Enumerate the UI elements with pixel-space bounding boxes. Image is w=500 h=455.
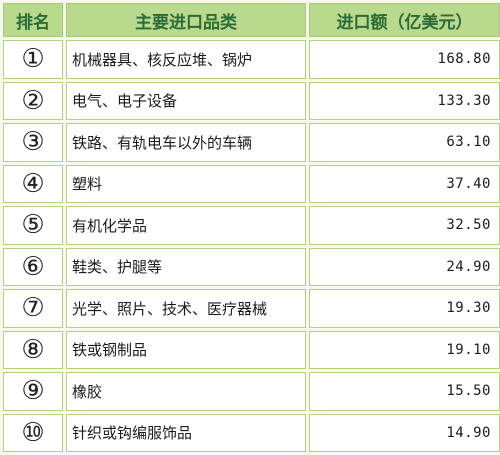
rank-cell: ⑨	[3, 372, 63, 411]
category-cell: 鞋类、护腿等	[66, 247, 306, 286]
category-cell: 机械器具、核反应堆、锅炉	[66, 40, 306, 79]
rank-cell: ⑩	[3, 413, 63, 452]
category-cell: 塑料	[66, 164, 306, 203]
rank-cell: ③	[3, 123, 63, 162]
table-row: ⑨ 橡胶 15.50	[3, 372, 500, 411]
category-cell: 有机化学品	[66, 206, 306, 245]
header-value: 进口额（亿美元）	[309, 3, 500, 37]
rank-cell: ①	[3, 40, 63, 79]
table-row: ⑤ 有机化学品 32.50	[3, 206, 500, 245]
rank-cell: ②	[3, 81, 63, 120]
category-cell: 针织或钩编服饰品	[66, 413, 306, 452]
value-cell: 32.50	[309, 206, 500, 245]
value-cell: 133.30	[309, 81, 500, 120]
table-body: ① 机械器具、核反应堆、锅炉 168.80 ② 电气、电子设备 133.30 ③…	[3, 40, 500, 452]
value-cell: 24.90	[309, 247, 500, 286]
table-row: ④ 塑料 37.40	[3, 164, 500, 203]
table-row: ⑥ 鞋类、护腿等 24.90	[3, 247, 500, 286]
value-cell: 63.10	[309, 123, 500, 162]
category-cell: 铁路、有轨电车以外的车辆	[66, 123, 306, 162]
value-cell: 19.10	[309, 330, 500, 369]
table-row: ① 机械器具、核反应堆、锅炉 168.80	[3, 40, 500, 79]
value-cell: 15.50	[309, 372, 500, 411]
header-rank: 排名	[3, 3, 63, 37]
header-row: 排名 主要进口品类 进口额（亿美元）	[3, 3, 500, 37]
table-header: 排名 主要进口品类 进口额（亿美元）	[3, 3, 500, 37]
value-cell: 19.30	[309, 289, 500, 328]
table-row: ⑦ 光学、照片、技术、医疗器械 19.30	[3, 289, 500, 328]
table-row: ⑩ 针织或钩编服饰品 14.90	[3, 413, 500, 452]
header-category: 主要进口品类	[66, 3, 306, 37]
category-cell: 铁或钢制品	[66, 330, 306, 369]
table-row: ② 电气、电子设备 133.30	[3, 81, 500, 120]
category-cell: 光学、照片、技术、医疗器械	[66, 289, 306, 328]
rank-cell: ⑤	[3, 206, 63, 245]
rank-cell: ⑥	[3, 247, 63, 286]
table-row: ③ 铁路、有轨电车以外的车辆 63.10	[3, 123, 500, 162]
rank-cell: ⑦	[3, 289, 63, 328]
rank-cell: ④	[3, 164, 63, 203]
category-cell: 橡胶	[66, 372, 306, 411]
table-row: ⑧ 铁或钢制品 19.10	[3, 330, 500, 369]
value-cell: 168.80	[309, 40, 500, 79]
rank-cell: ⑧	[3, 330, 63, 369]
value-cell: 14.90	[309, 413, 500, 452]
category-cell: 电气、电子设备	[66, 81, 306, 120]
value-cell: 37.40	[309, 164, 500, 203]
